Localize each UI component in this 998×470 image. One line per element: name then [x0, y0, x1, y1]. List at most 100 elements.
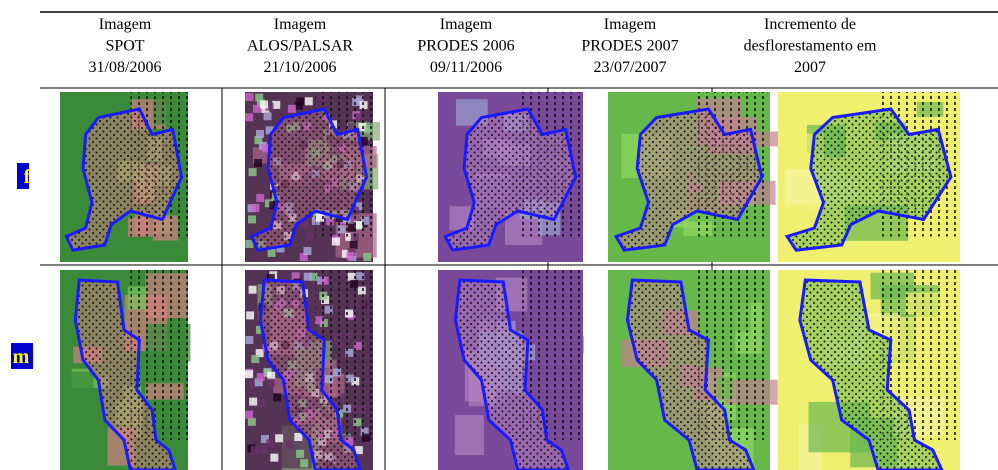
image-noise: [254, 378, 263, 387]
header-text: SPOT: [105, 38, 144, 55]
image-noise: [252, 104, 261, 113]
image-noise: [250, 446, 259, 455]
image-noise: [303, 247, 312, 256]
header-text: 2007: [794, 59, 826, 76]
image-noise: [287, 104, 296, 113]
image-noise: [260, 100, 269, 109]
satellite-image: [60, 92, 188, 262]
header-text: PRODES 2006: [417, 38, 514, 55]
header-text: desflorestamento em: [744, 38, 877, 55]
image-noise: [347, 247, 356, 256]
image-noise: [299, 253, 308, 262]
polygon-dots: [455, 280, 569, 470]
header-text: Imagem: [274, 16, 327, 33]
polygon-outline: [613, 107, 764, 252]
satellite-image: [778, 270, 960, 470]
image-noise: [267, 371, 276, 380]
image-noise: [254, 136, 263, 145]
image-noise: [296, 449, 305, 458]
row-label-bg: [11, 343, 33, 369]
image-noise: [246, 311, 255, 320]
image-noise: [267, 248, 276, 257]
polygon-dots: [616, 109, 762, 251]
image-noise: [261, 105, 270, 114]
image-noise: [255, 129, 264, 138]
table-header: Imagem SPOT 31/08/2006 Imagem ALOS/PALSAR 21/…: [89, 16, 877, 76]
image-noise: [276, 244, 285, 253]
image-noise: [266, 273, 275, 282]
image-noise: [247, 417, 256, 426]
image-noise: [261, 144, 270, 153]
polygon-outline: [625, 278, 756, 470]
image-noise: [245, 113, 254, 122]
image-noise: [248, 215, 257, 224]
image-noise: [269, 201, 278, 210]
image-noise: [341, 249, 350, 258]
row-label: f: [24, 166, 31, 188]
image-noise: [260, 435, 269, 444]
image-noise: [256, 193, 265, 202]
row-label-bg: [17, 163, 29, 189]
polygon-dots: [787, 109, 951, 251]
satellite-image: [245, 92, 381, 262]
image-noise: [267, 378, 276, 387]
image-noise: [301, 220, 310, 229]
header-text: 23/07/2007: [594, 59, 667, 76]
image-noise: [264, 199, 273, 208]
image-noise: [273, 393, 282, 402]
image-noise: [304, 97, 313, 106]
polygon-outline: [258, 278, 362, 470]
image-noise: [245, 239, 254, 248]
image-noise: [248, 168, 257, 177]
image-noise: [349, 240, 358, 249]
satellite-image: [608, 270, 778, 470]
image-noise: [354, 446, 363, 455]
image-patch: [454, 415, 484, 455]
image-noise: [294, 432, 303, 441]
image-noise: [275, 434, 284, 443]
image-noise: [256, 373, 265, 382]
image-noise: [255, 349, 264, 358]
image-patch: [66, 371, 94, 393]
polygon-dots: [260, 280, 361, 470]
table-body: fm: [11, 88, 960, 470]
image-noise: [300, 459, 309, 468]
header-text: Imagem: [99, 16, 152, 33]
polygon-dots: [66, 109, 182, 251]
satellite-image: [778, 92, 960, 262]
image-noise: [255, 325, 264, 334]
header-text: 21/10/2006: [264, 59, 337, 76]
image-noise: [296, 97, 305, 106]
image-patch: [442, 123, 465, 138]
image-noise: [285, 440, 294, 449]
header-text: Imagem: [604, 16, 657, 33]
image-noise: [251, 355, 260, 364]
polygon-outline: [798, 278, 944, 470]
polygon-dots: [251, 109, 367, 251]
polygon-outline: [249, 107, 369, 252]
row-label: m: [13, 346, 30, 368]
satellite-image: [438, 270, 584, 470]
header-text: Imagem: [440, 16, 493, 33]
image-noise: [255, 93, 264, 102]
satellite-image: [438, 92, 583, 262]
image-noise: [270, 453, 279, 462]
polygon-dots: [75, 280, 176, 470]
image-noise: [291, 272, 300, 281]
image-noise: [254, 158, 263, 167]
image-noise: [260, 446, 269, 455]
image-noise: [245, 335, 254, 344]
image-noise: [294, 101, 303, 110]
image-noise: [265, 126, 274, 135]
image-noise: [363, 253, 372, 262]
image-noise: [245, 370, 254, 379]
header-text: 31/08/2006: [89, 59, 162, 76]
polygon-outline: [453, 278, 571, 470]
header-text: Incremento de: [764, 16, 856, 33]
image-noise: [331, 237, 340, 246]
image-noise: [303, 272, 312, 281]
satellite-image: [608, 92, 790, 262]
image-noise: [248, 380, 257, 389]
image-noise: [245, 92, 254, 101]
